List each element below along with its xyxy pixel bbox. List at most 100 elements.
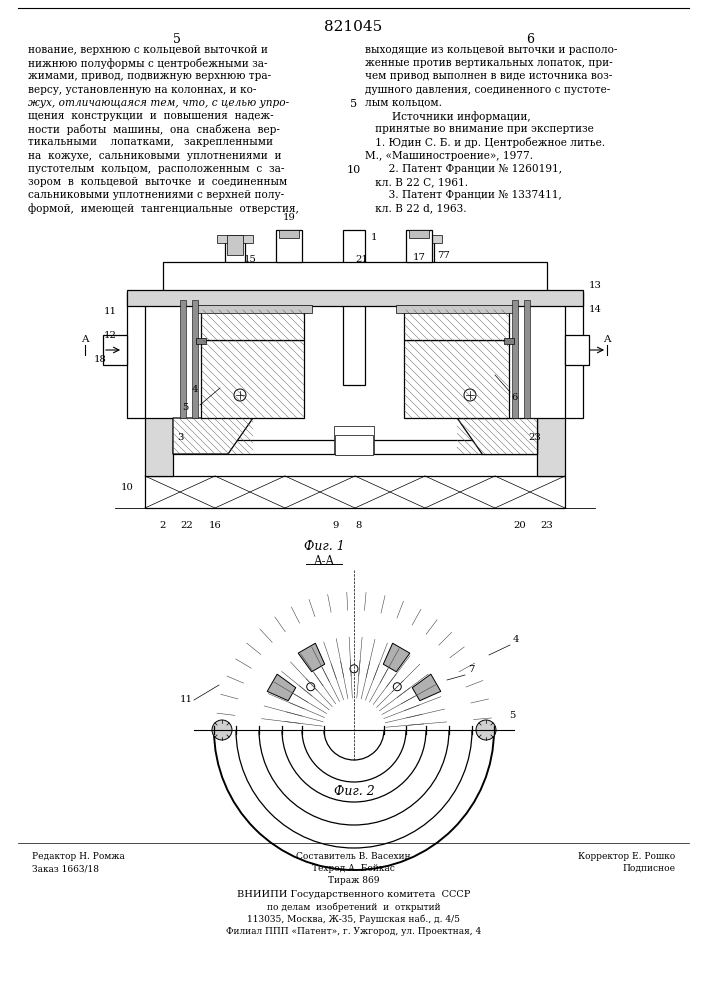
Text: формой,  имеющей  тангенциальные  отверстия,: формой, имеющей тангенциальные отверстия… (28, 203, 299, 214)
Text: выходящие из кольцевой выточки и располо-: выходящие из кольцевой выточки и располо… (366, 45, 618, 55)
Text: кл. В 22 d, 1963.: кл. В 22 d, 1963. (366, 203, 467, 213)
Text: жух, отличающаяся тем, что, с целью упро-: жух, отличающаяся тем, что, с целью упро… (28, 98, 289, 108)
Text: 21: 21 (356, 255, 368, 264)
Text: 23: 23 (541, 520, 554, 530)
Bar (409, 230, 429, 238)
Bar (396, 305, 517, 313)
Bar (163, 262, 547, 292)
Bar (565, 335, 589, 365)
Text: 19: 19 (283, 214, 296, 223)
Text: щения  конструкции  и  повышения  надеж-: щения конструкции и повышения надеж- (28, 111, 274, 121)
Text: 15: 15 (244, 255, 257, 264)
Text: тикальными    лопатками,   закрепленными: тикальными лопатками, закрепленными (28, 137, 273, 147)
Text: чем привод выполнен в виде источника воз-: чем привод выполнен в виде источника воз… (366, 71, 613, 81)
Text: A: A (603, 335, 611, 344)
Bar (103, 335, 127, 365)
Bar (276, 230, 302, 262)
Text: сальниковыми уплотнениями с верхней полу-: сальниковыми уплотнениями с верхней полу… (28, 190, 284, 200)
Bar (201, 310, 304, 340)
Text: 11: 11 (103, 308, 117, 316)
Text: 11: 11 (180, 696, 192, 704)
Bar (334, 426, 374, 454)
Text: 23: 23 (529, 434, 542, 442)
Circle shape (393, 683, 402, 691)
Bar (201, 340, 304, 418)
Bar (193, 305, 312, 313)
Text: 22: 22 (180, 520, 194, 530)
Text: 9: 9 (333, 520, 339, 530)
Text: 2. Патент Франции № 1260191,: 2. Патент Франции № 1260191, (366, 164, 563, 174)
Text: 20: 20 (513, 520, 527, 530)
Text: жимами, привод, подвижную верхнюю тра-: жимами, привод, подвижную верхнюю тра- (28, 71, 271, 81)
Bar (406, 230, 432, 262)
Text: М., «Машиностроение», 1977.: М., «Машиностроение», 1977. (366, 151, 534, 161)
Bar (524, 300, 530, 418)
Text: 10: 10 (346, 165, 361, 175)
Text: Источники информации,: Источники информации, (366, 111, 531, 122)
Bar (225, 238, 245, 303)
Bar (145, 418, 173, 476)
Bar (512, 300, 518, 418)
Text: 5: 5 (173, 33, 181, 46)
Bar (145, 476, 565, 508)
Circle shape (476, 720, 496, 740)
Polygon shape (298, 643, 325, 672)
Bar (127, 292, 145, 418)
Text: 3: 3 (177, 434, 183, 442)
Polygon shape (383, 643, 410, 672)
Text: женные против вертикальных лопаток, при-: женные против вертикальных лопаток, при- (366, 58, 613, 68)
Text: на  кожухе,  сальниковыми  уплотнениями  и: на кожухе, сальниковыми уплотнениями и (28, 151, 281, 161)
Text: 14: 14 (588, 306, 602, 314)
Bar (414, 238, 434, 303)
Text: 5: 5 (509, 710, 515, 720)
Text: Заказ 1663/18: Заказ 1663/18 (32, 864, 99, 873)
Text: Техред А. Бойкас: Техред А. Бойкас (312, 864, 395, 873)
Text: 5: 5 (350, 99, 357, 109)
Text: A-A: A-A (313, 555, 334, 568)
Circle shape (234, 389, 246, 401)
Bar (406, 235, 442, 243)
Bar (343, 230, 365, 385)
Text: 8: 8 (356, 520, 362, 530)
Bar (565, 292, 583, 418)
Text: 113035, Москва, Ж-35, Раушская наб., д. 4/5: 113035, Москва, Ж-35, Раушская наб., д. … (247, 915, 460, 924)
Text: Составитель В. Васехин: Составитель В. Васехин (296, 852, 411, 861)
Polygon shape (173, 418, 253, 454)
Text: принятые во внимание при экспертизе: принятые во внимание при экспертизе (366, 124, 595, 134)
Text: нижнюю полуформы с центробежными за-: нижнюю полуформы с центробежными за- (28, 58, 267, 69)
Bar (416, 235, 432, 255)
Text: зором  в  кольцевой  выточке  и  соединенным: зором в кольцевой выточке и соединенным (28, 177, 287, 187)
Text: нование, верхнюю с кольцевой выточкой и: нование, верхнюю с кольцевой выточкой и (28, 45, 268, 55)
Text: 2: 2 (160, 520, 166, 530)
Bar (414, 292, 434, 295)
Text: 1. Юдин С. Б. и др. Центробежное литье.: 1. Юдин С. Б. и др. Центробежное литье. (366, 137, 606, 148)
Text: 16: 16 (209, 520, 221, 530)
Circle shape (350, 665, 358, 673)
Text: 821045: 821045 (325, 20, 382, 34)
Text: ВНИИПИ Государственного комитета  СССР: ВНИИПИ Государственного комитета СССР (237, 890, 470, 899)
Bar (227, 235, 243, 255)
Bar (537, 418, 565, 476)
Bar (404, 310, 509, 340)
Text: 10: 10 (121, 484, 134, 492)
Text: Тираж 869: Тираж 869 (328, 876, 379, 885)
Circle shape (307, 683, 315, 691)
Text: 7: 7 (468, 666, 474, 674)
Text: Подписное: Подписное (622, 864, 675, 873)
Polygon shape (412, 674, 440, 701)
Bar (279, 230, 299, 238)
Bar (180, 300, 186, 418)
Bar (173, 440, 537, 454)
Text: ности  работы  машины,  она  снабжена  вер-: ности работы машины, она снабжена вер- (28, 124, 280, 135)
Text: кл. В 22 С, 1961.: кл. В 22 С, 1961. (366, 177, 469, 187)
Text: A: A (81, 335, 89, 344)
Polygon shape (457, 418, 537, 454)
Text: 13: 13 (588, 280, 602, 290)
Bar (217, 235, 253, 243)
Text: Редактор Н. Ромжа: Редактор Н. Ромжа (32, 852, 125, 861)
Bar (192, 300, 198, 418)
Text: по делам  изобретений  и  открытий: по делам изобретений и открытий (267, 903, 440, 912)
Text: 12: 12 (103, 330, 117, 340)
Text: 6: 6 (512, 393, 518, 402)
Text: 6: 6 (526, 33, 534, 46)
